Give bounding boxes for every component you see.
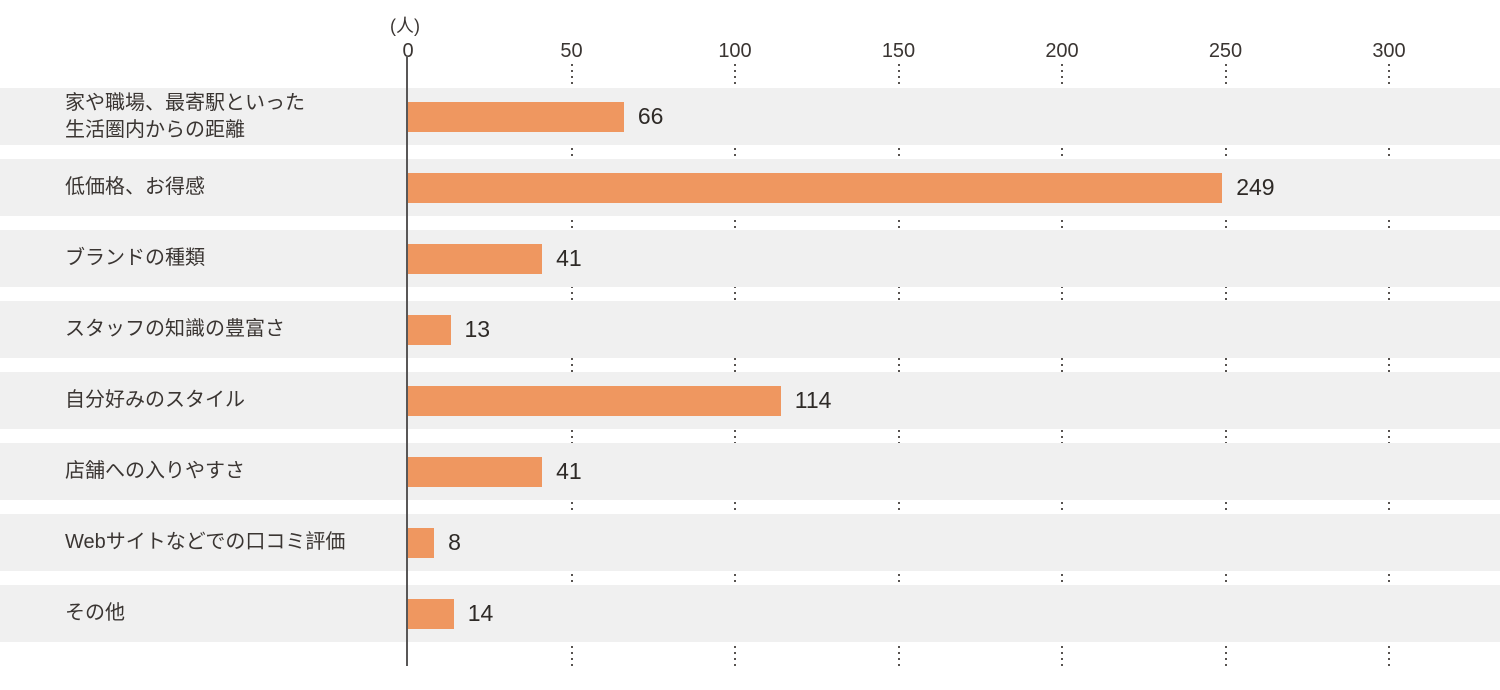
category-label: ブランドの種類 bbox=[65, 247, 205, 269]
dotted-gridline bbox=[1061, 64, 1063, 668]
x-axis-tick-label: 100 bbox=[718, 40, 752, 62]
dotted-gridline bbox=[1388, 64, 1390, 668]
category-label: 店舗への入りやすさ bbox=[65, 460, 245, 482]
value-label: 66 bbox=[637, 103, 664, 129]
bar bbox=[408, 172, 1222, 203]
bar bbox=[408, 314, 451, 345]
category-label: 自分好みのスタイル bbox=[65, 389, 245, 411]
bar bbox=[408, 456, 542, 487]
value-label: 13 bbox=[464, 316, 491, 342]
category-label: Webサイトなどでの口コミ評価 bbox=[65, 531, 346, 553]
category-label: その他 bbox=[65, 602, 125, 624]
x-axis-tick-label: 300 bbox=[1372, 40, 1406, 62]
row-band bbox=[0, 443, 1500, 500]
bar bbox=[408, 598, 454, 629]
dotted-gridline bbox=[1224, 64, 1227, 668]
row-band bbox=[0, 585, 1500, 642]
value-label: 114 bbox=[794, 387, 832, 413]
row-band bbox=[0, 301, 1500, 358]
category-label: 低価格、お得感 bbox=[65, 176, 205, 198]
x-axis-tick-label: 200 bbox=[1045, 40, 1079, 62]
dotted-gridline bbox=[897, 64, 900, 668]
row-band bbox=[0, 514, 1500, 571]
bar bbox=[408, 385, 781, 416]
dotted-gridline bbox=[734, 64, 736, 668]
x-axis-tick-label: 50 bbox=[560, 40, 583, 62]
value-label: 249 bbox=[1236, 174, 1275, 200]
value-label: 8 bbox=[448, 529, 461, 555]
bar bbox=[408, 101, 624, 132]
category-label: 家や職場、最寄駅といった 生活圏内からの距離 bbox=[65, 91, 305, 141]
axis-unit-label: (人) bbox=[390, 16, 420, 36]
value-label: 41 bbox=[556, 245, 582, 271]
y-axis-line bbox=[406, 56, 408, 666]
bar bbox=[408, 527, 434, 558]
row-band bbox=[0, 88, 1500, 145]
x-axis-tick-label: 0 bbox=[402, 40, 414, 62]
x-axis-tick-label: 150 bbox=[881, 40, 916, 62]
category-label: スタッフの知識の豊富さ bbox=[65, 318, 285, 340]
value-label: 14 bbox=[467, 600, 494, 626]
row-band bbox=[0, 230, 1500, 287]
x-axis-tick-label: 250 bbox=[1208, 40, 1243, 62]
value-label: 41 bbox=[556, 458, 582, 484]
bar bbox=[408, 243, 542, 274]
dotted-gridline bbox=[570, 64, 573, 668]
